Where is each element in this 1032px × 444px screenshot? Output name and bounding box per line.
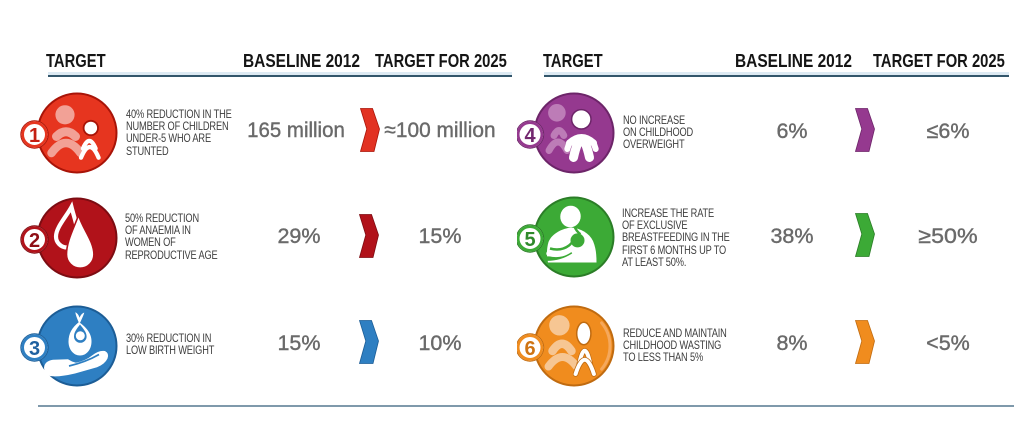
svg-text:1: 1 (29, 125, 40, 147)
svg-text:2: 2 (29, 230, 40, 252)
svg-text:5: 5 (524, 229, 535, 251)
svg-text:4: 4 (524, 125, 536, 147)
svg-text:6: 6 (524, 338, 535, 360)
svg-text:3: 3 (29, 338, 40, 360)
